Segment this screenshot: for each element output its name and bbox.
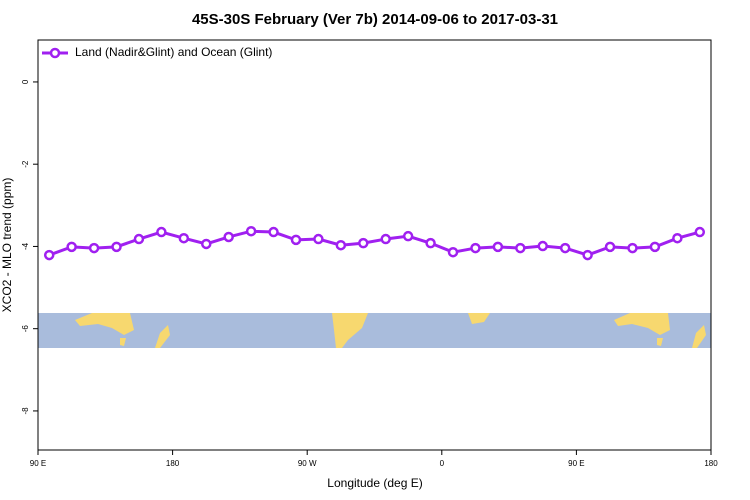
data-point	[88, 242, 100, 254]
x-tick-label: 0	[440, 459, 445, 468]
y-tick-label: -2	[21, 160, 30, 168]
data-point	[380, 233, 391, 245]
data-point	[582, 249, 593, 261]
y-axis-label: XCO2 - MLO trend (ppm)	[0, 178, 14, 313]
y-tick-label: 0	[21, 79, 30, 84]
chart-title: 45S-30S February (Ver 7b) 2014-09-06 to …	[192, 11, 558, 28]
data-point	[156, 226, 167, 238]
data-point	[515, 242, 526, 254]
data-point	[223, 231, 234, 243]
legend-marker	[49, 47, 61, 59]
data-point	[672, 232, 683, 244]
data-point	[201, 238, 212, 250]
data-point	[313, 233, 324, 245]
data-point	[627, 242, 638, 254]
legend-label: Land (Nadir&Glint) and Ocean (Glint)	[75, 45, 272, 59]
data-point	[43, 249, 55, 261]
data-point	[245, 225, 257, 237]
data-point	[111, 241, 122, 253]
x-tick-label: 180	[704, 459, 718, 468]
data-point	[290, 234, 302, 246]
plot-frame	[37, 39, 712, 451]
x-tick-label: 180	[166, 459, 180, 468]
map-band	[38, 313, 711, 348]
data-point	[335, 239, 347, 251]
data-point	[694, 226, 706, 238]
y-tick-label: -6	[21, 325, 30, 333]
x-tick-label: 90 E	[568, 459, 584, 468]
data-point	[604, 241, 616, 253]
data-point	[492, 241, 504, 253]
x-tick-label: 90 E	[30, 459, 46, 468]
x-axis-label: Longitude (deg E)	[327, 476, 422, 490]
series-line	[48, 229, 701, 257]
data-point	[402, 230, 414, 242]
y-tick-label: -8	[21, 407, 30, 415]
data-point	[133, 233, 145, 245]
data-point	[559, 242, 571, 254]
data-point	[425, 237, 436, 249]
data-point	[358, 237, 369, 249]
data-point	[649, 241, 661, 253]
data-point	[66, 241, 77, 253]
data-point	[537, 240, 548, 252]
data-point	[470, 242, 481, 254]
x-tick-label: 90 W	[298, 459, 317, 468]
y-tick-label: -4	[21, 242, 30, 250]
data-point	[447, 246, 459, 258]
data-point	[268, 226, 279, 238]
data-point	[178, 232, 190, 244]
